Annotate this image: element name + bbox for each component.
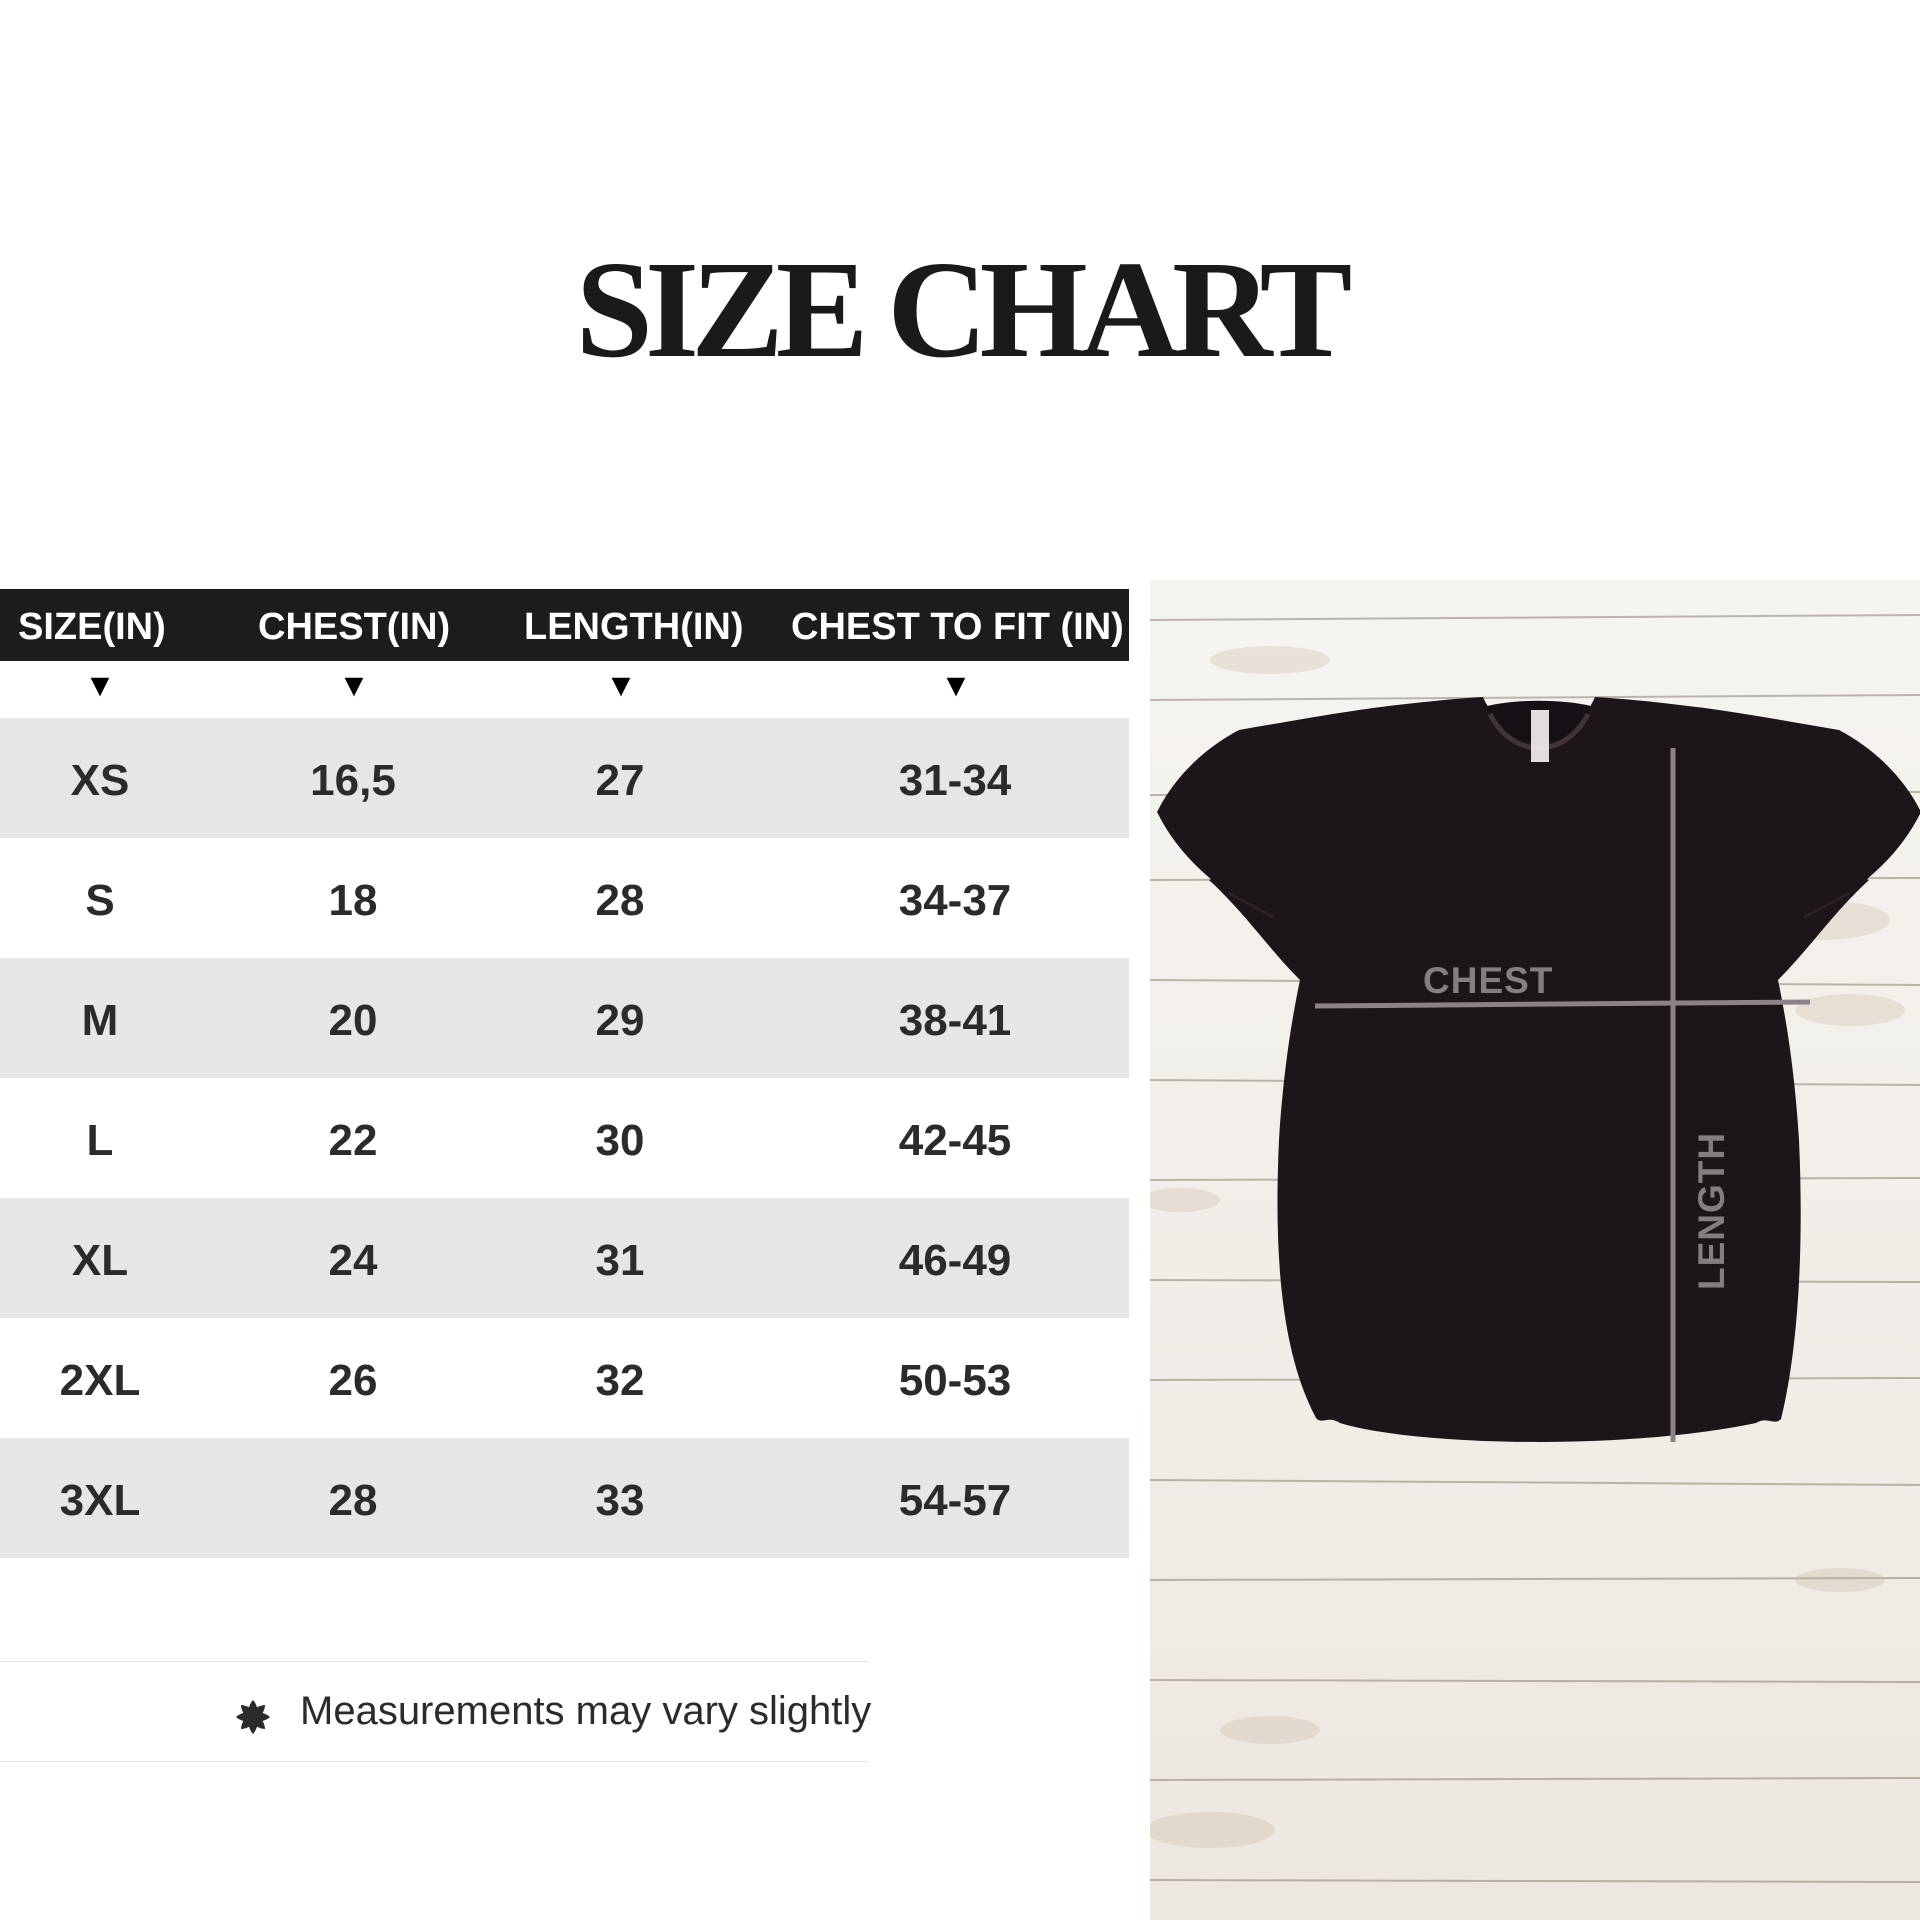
svg-text:CHEST: CHEST [1423,960,1553,1001]
svg-text:LENGTH: LENGTH [1691,1132,1732,1290]
